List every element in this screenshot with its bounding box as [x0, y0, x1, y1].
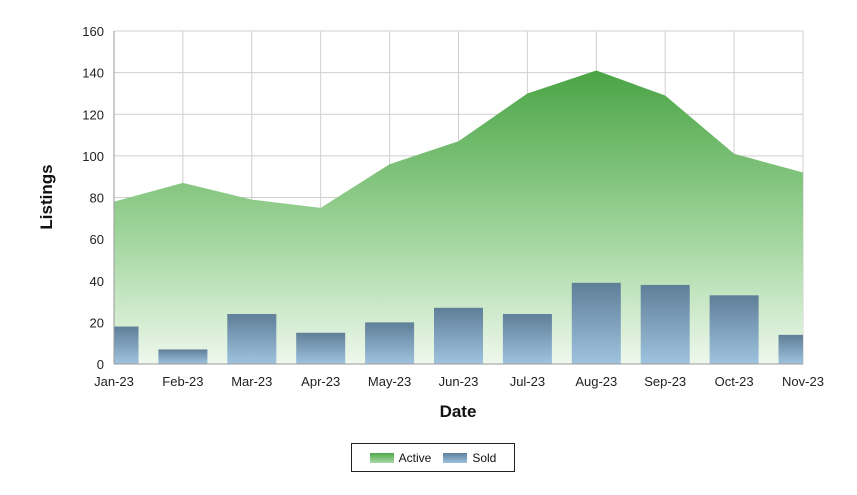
axes [113, 31, 803, 365]
x-tick-label: Jun-23 [439, 374, 479, 389]
legend-item-sold: Sold [443, 451, 496, 465]
y-axis-title: Listings [37, 164, 56, 229]
sold-bar-Sep-23 [640, 284, 690, 364]
x-tick-label: Jan-23 [94, 374, 134, 389]
y-tick-label: 40 [90, 274, 104, 289]
sold-bar-Nov-23 [778, 334, 803, 364]
y-tick-label: 20 [90, 315, 104, 330]
legend-item-active: Active [369, 450, 432, 465]
x-tick-label: Apr-23 [301, 374, 340, 389]
legend-label-sold: Sold [472, 450, 497, 465]
y-tick-label: 140 [82, 66, 104, 81]
active-area [114, 70, 803, 364]
sold-bar-Jan-23 [114, 326, 139, 364]
y-tick-label: 100 [82, 149, 104, 164]
sold-bar-May-23 [365, 322, 415, 364]
x-tick-label: May-23 [368, 374, 411, 389]
tick-labels: 0 20 40 60 80 100 120 140 160 Jan-23 Feb-23 Mar-23 A… [82, 24, 824, 389]
legend-swatch-sold [443, 452, 468, 463]
sold-bar-Oct-23 [709, 295, 759, 364]
x-tick-label: Mar-23 [231, 374, 272, 389]
y-tick-label: 160 [82, 24, 104, 39]
legend: Active Sold [351, 443, 515, 472]
x-axis-title: Date [440, 402, 477, 421]
y-tick-label: 60 [90, 232, 104, 247]
sold-bar-Feb-23 [158, 349, 208, 364]
x-tick-label: Nov-23 [782, 374, 824, 389]
sold-bar-Jun-23 [434, 307, 483, 364]
sold-bars-layer [114, 282, 803, 364]
sold-bar-Mar-23 [227, 314, 277, 364]
sold-bar-Aug-23 [571, 282, 621, 364]
sold-bar-Apr-23 [296, 332, 346, 364]
y-tick-label: 120 [82, 107, 104, 122]
active-area-layer [114, 70, 803, 364]
y-tick-label: 0 [97, 357, 104, 372]
x-tick-label: Oct-23 [715, 374, 754, 389]
sold-bar-Jul-23 [502, 314, 552, 364]
legend-label-active: Active [398, 450, 432, 465]
x-tick-label: Feb-23 [162, 374, 203, 389]
legend-swatch-active [369, 452, 394, 463]
x-tick-label: Jul-23 [510, 374, 545, 389]
x-tick-label: Aug-23 [575, 374, 617, 389]
y-tick-label: 80 [90, 191, 104, 206]
x-tick-label: Sep-23 [644, 374, 686, 389]
